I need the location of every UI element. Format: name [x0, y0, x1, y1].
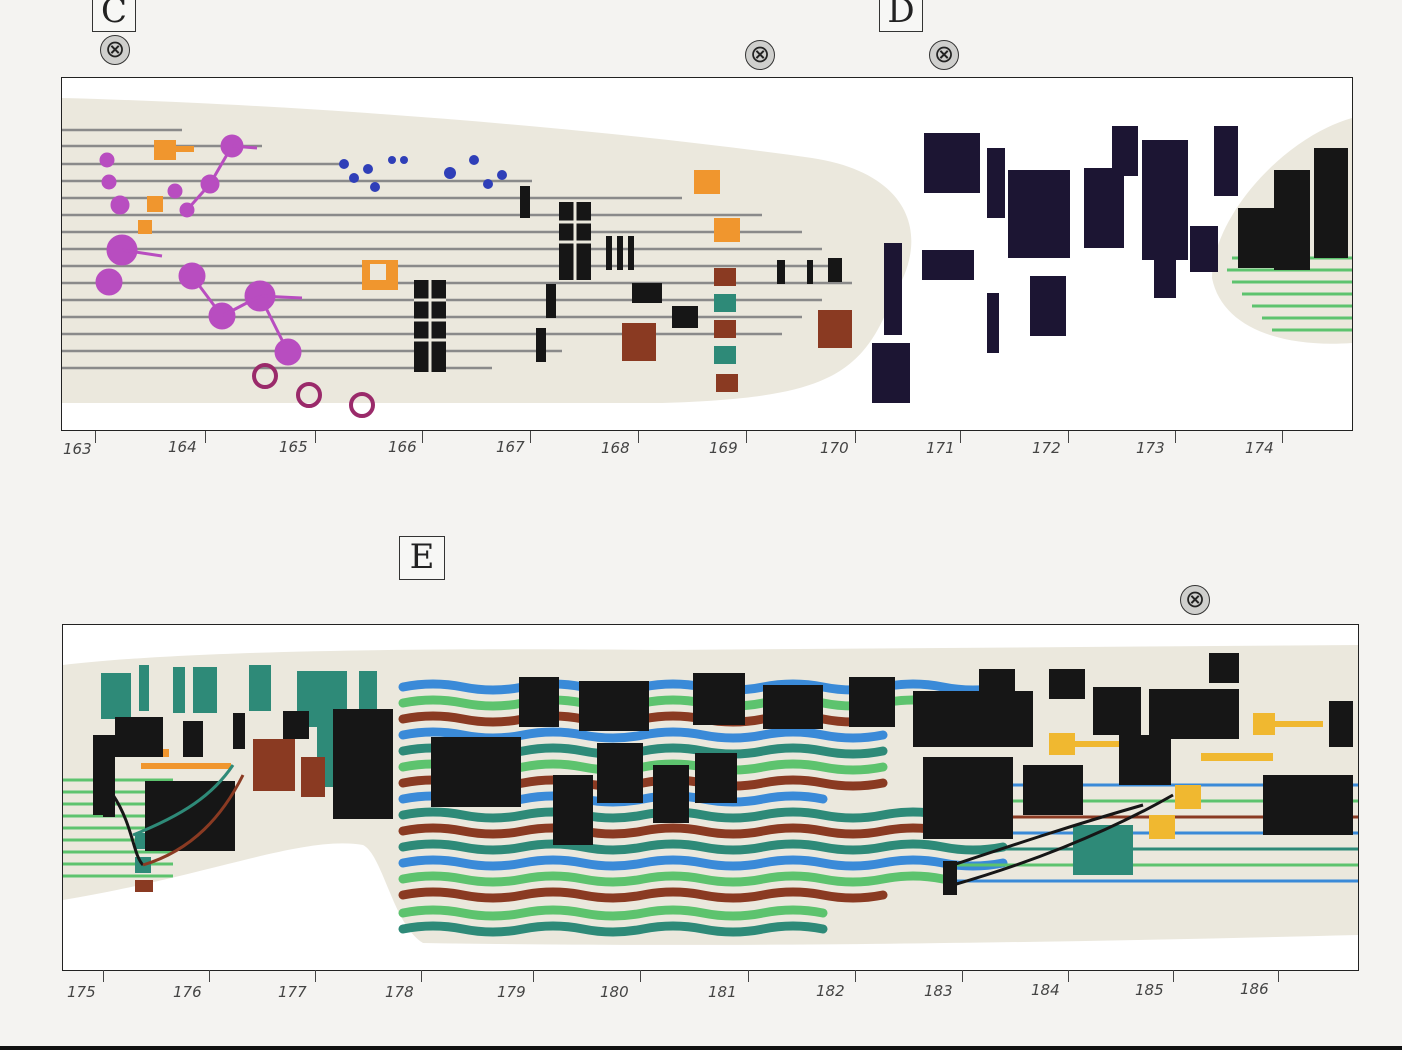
- cluster-gaps: [414, 202, 591, 372]
- brown-notes: [135, 739, 325, 892]
- black-notes: [93, 653, 1353, 895]
- measure-tick: [748, 970, 749, 982]
- score-system-2: [62, 624, 1359, 971]
- glissando-curves: [111, 764, 1174, 887]
- measure-number: 173: [1136, 439, 1165, 457]
- measure-number: 169: [709, 439, 738, 457]
- measure-number: 181: [708, 983, 737, 1001]
- measure-tick: [960, 431, 961, 443]
- rehearsal-mark-c: C: [92, 0, 136, 32]
- measure-tick: [1068, 431, 1069, 443]
- measure-tick: [533, 970, 534, 982]
- system-2-graphics: [63, 645, 1358, 945]
- measure-number: 163: [63, 440, 92, 458]
- blue-notes: [339, 155, 507, 192]
- measure-number: 171: [926, 439, 955, 457]
- measure-number: 166: [388, 438, 417, 456]
- measure-number: 177: [278, 983, 307, 1001]
- measure-number: 185: [1135, 981, 1164, 999]
- measure-tick: [855, 970, 856, 982]
- measure-number: 167: [496, 438, 525, 456]
- score-system-1: [61, 77, 1353, 431]
- hollow-notes: [252, 363, 375, 418]
- measure-tick: [315, 431, 316, 443]
- measure-tick: [530, 431, 531, 443]
- measure-number: 175: [67, 983, 96, 1001]
- measure-tick: [1068, 970, 1069, 982]
- measure-number: 174: [1245, 439, 1274, 457]
- measure-tick: [95, 431, 96, 443]
- navy-notes: [872, 126, 1238, 403]
- measure-tick: [1175, 431, 1176, 443]
- measure-tick: [638, 431, 639, 443]
- sound-band: [62, 98, 912, 403]
- measure-tick: [855, 431, 856, 443]
- measure-number: 172: [1032, 439, 1061, 457]
- cue-marker-icon: ⊗: [745, 40, 775, 70]
- measure-number: 186: [1240, 980, 1269, 998]
- measure-number: 165: [279, 438, 308, 456]
- measure-number: 179: [497, 983, 526, 1001]
- measure-tick: [640, 970, 641, 982]
- teal-notes: [714, 294, 736, 364]
- measure-number: 182: [816, 982, 845, 1000]
- measure-number: 180: [600, 983, 629, 1001]
- measure-tick: [315, 970, 316, 982]
- cue-marker-icon: ⊗: [100, 35, 130, 65]
- measure-tick: [205, 431, 206, 443]
- measure-number: 176: [173, 983, 202, 1001]
- measure-number: 183: [924, 982, 953, 1000]
- system-1-graphics: [62, 98, 1352, 418]
- measure-tick: [421, 970, 422, 982]
- measure-tick: [103, 970, 104, 982]
- rehearsal-mark-d: D: [879, 0, 923, 32]
- measure-tick: [746, 431, 747, 443]
- measure-tick: [209, 970, 210, 982]
- measure-tick: [962, 970, 963, 982]
- magenta-notes: [95, 134, 303, 366]
- measure-tick: [1173, 970, 1174, 982]
- black-right-notes: [1238, 148, 1348, 270]
- brown-notes: [622, 268, 852, 392]
- measure-number: 184: [1031, 981, 1060, 999]
- measure-number: 170: [820, 439, 849, 457]
- cue-marker-icon: ⊗: [929, 40, 959, 70]
- measure-tick: [422, 431, 423, 443]
- measure-number: 164: [168, 438, 197, 456]
- bottom-edge: [0, 1046, 1402, 1050]
- cue-marker-icon: ⊗: [1180, 585, 1210, 615]
- measure-tick: [1278, 970, 1279, 982]
- yellow-notes: [1049, 713, 1323, 839]
- rehearsal-mark-e: E: [399, 536, 445, 580]
- measure-number: 168: [601, 439, 630, 457]
- measure-number: 178: [385, 983, 414, 1001]
- measure-tick: [1282, 431, 1283, 443]
